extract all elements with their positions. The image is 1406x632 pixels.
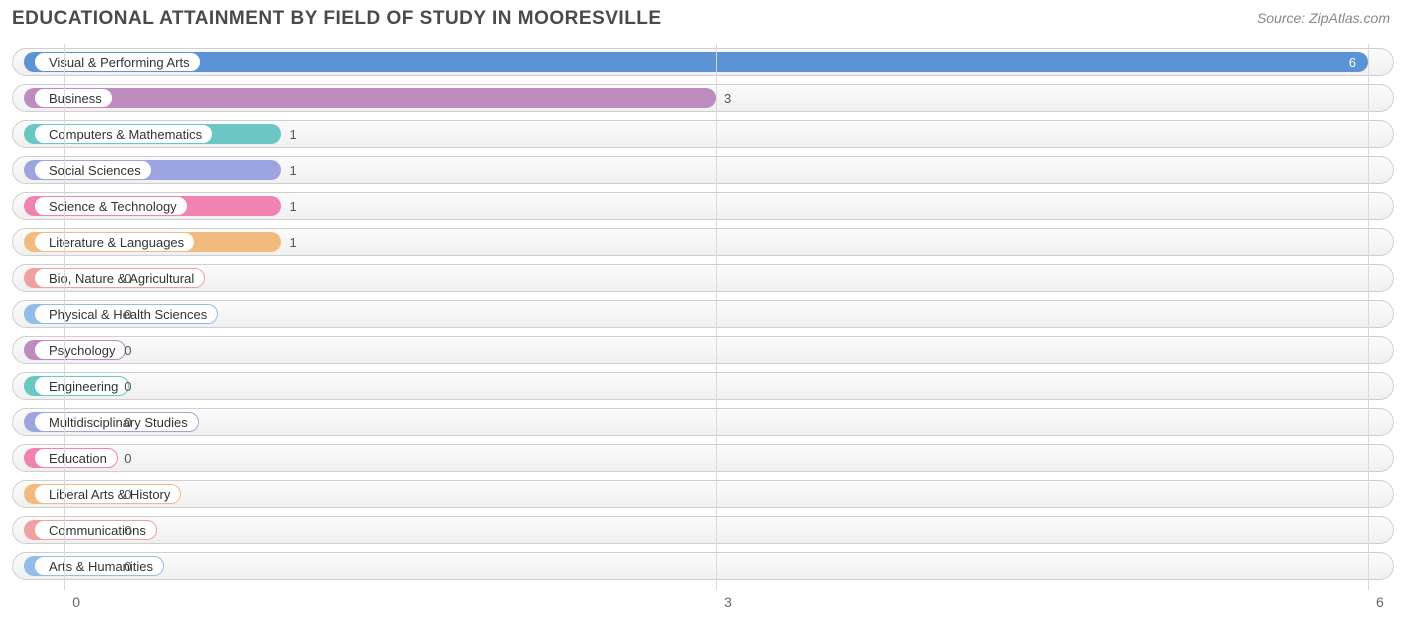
bar-track (12, 336, 1394, 364)
bar-row: Bio, Nature & Agricultural0 (12, 260, 1394, 296)
category-pill: Engineering (34, 376, 129, 396)
value-label: 0 (118, 304, 131, 324)
bar-track (12, 480, 1394, 508)
category-pill: Education (34, 448, 118, 468)
value-label: 0 (118, 448, 131, 468)
gridline (1368, 44, 1369, 590)
category-pill: Business (34, 88, 113, 108)
bar-row: Arts & Humanities0 (12, 548, 1394, 584)
bar-row: Multidisciplinary Studies0 (12, 404, 1394, 440)
value-label: 0 (118, 268, 131, 288)
category-pill: Computers & Mathematics (34, 124, 213, 144)
value-label: 1 (283, 196, 296, 216)
bar-row: Computers & Mathematics 1 (12, 116, 1394, 152)
value-label: 1 (283, 160, 296, 180)
x-axis: 0 3 6 (12, 594, 1394, 624)
bar-row: Physical & Health Sciences0 (12, 296, 1394, 332)
bar-track (12, 552, 1394, 580)
category-pill: Literature & Languages (34, 232, 195, 252)
category-pill: Arts & Humanities (34, 556, 164, 576)
bar-track (12, 444, 1394, 472)
bar-row: Education0 (12, 440, 1394, 476)
category-pill: Social Sciences (34, 160, 152, 180)
bar-row: Science & Technology 1 (12, 188, 1394, 224)
value-label: 3 (718, 88, 731, 108)
value-label: 0 (118, 340, 131, 360)
value-label: 0 (118, 556, 131, 576)
plot-area: Visual & Performing Arts 6 Business 3 Comput… (12, 44, 1394, 590)
category-pill: Communications (34, 520, 157, 540)
category-pill: Science & Technology (34, 196, 188, 216)
category-pill: Visual & Performing Arts (34, 52, 201, 72)
bar-track (12, 300, 1394, 328)
x-axis-tick-label: 0 (72, 594, 80, 610)
bar-track (12, 516, 1394, 544)
value-label: 6 (1349, 52, 1364, 72)
chart-title: EDUCATIONAL ATTAINMENT BY FIELD OF STUDY… (12, 8, 662, 30)
source-attribution: Source: ZipAtlas.com (1257, 10, 1390, 26)
value-label: 0 (118, 484, 131, 504)
gridline (64, 44, 65, 590)
gridline (716, 44, 717, 590)
bar-row: Communications0 (12, 512, 1394, 548)
value-label: 0 (118, 520, 131, 540)
bar-track (12, 372, 1394, 400)
category-pill: Multidisciplinary Studies (34, 412, 199, 432)
bar-track (12, 264, 1394, 292)
value-label: 1 (283, 232, 296, 252)
bar (24, 88, 716, 108)
bar-row: Literature & Languages 1 (12, 224, 1394, 260)
bar-row: Social Sciences 1 (12, 152, 1394, 188)
value-label: 0 (118, 412, 131, 432)
category-pill: Psychology (34, 340, 126, 360)
chart-container: EDUCATIONAL ATTAINMENT BY FIELD OF STUDY… (0, 0, 1406, 632)
bar-row: Psychology0 (12, 332, 1394, 368)
x-axis-tick-label: 6 (1376, 594, 1384, 610)
bar-row: Visual & Performing Arts 6 (12, 44, 1394, 80)
value-label: 1 (283, 124, 296, 144)
bar-row: Engineering0 (12, 368, 1394, 404)
x-axis-tick-label: 3 (724, 594, 732, 610)
bar-row: Business 3 (12, 80, 1394, 116)
bar-row: Liberal Arts & History0 (12, 476, 1394, 512)
bar (24, 52, 1368, 72)
bar-track (12, 408, 1394, 436)
category-pill: Liberal Arts & History (34, 484, 181, 504)
value-label: 0 (118, 376, 131, 396)
